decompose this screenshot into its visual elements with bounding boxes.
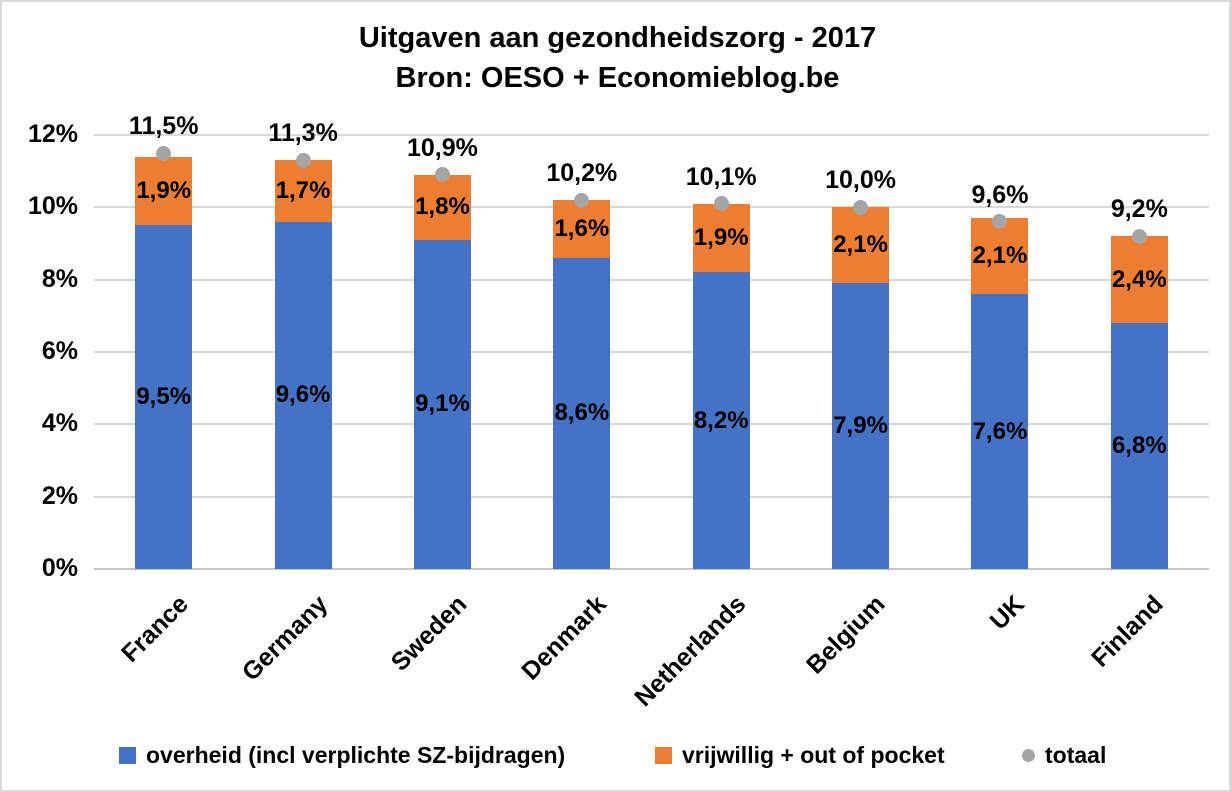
y-axis-tick-12%: 12% [27,120,78,148]
bar-vrijwillig-france [135,156,193,226]
x-axis-label-sweden: Sweden [385,590,473,677]
legend-item-totaal: totaal [1022,740,1106,770]
gridline-6% [94,351,1209,353]
chart-title-line1: Uitgaven aan gezondheidszorg - 2017 [358,22,877,54]
x-axis-label-belgium: Belgium [800,590,891,680]
x-axis-label-uk: UK [984,590,1030,636]
x-axis-label-denmark: Denmark [516,590,612,686]
data-label-overheid-france: 9,5% [136,383,192,411]
data-label-vrijwillig-netherlands: 1,9% [693,224,749,252]
chart-title-line2: Bron: OESO + Economieblog.be [395,62,840,94]
bar-vrijwillig-sweden [413,174,471,240]
gridline-8% [94,278,1209,281]
data-label-overheid-denmark: 8,6% [554,399,610,427]
data-label-vrijwillig-france: 1,9% [136,177,192,205]
x-axis-label-germany: Germany [236,590,333,687]
gridline-12% [94,134,1209,136]
totaal-marker-netherlands [713,196,729,212]
x-axis-label-france: France [115,590,194,668]
data-label-vrijwillig-sweden: 1,8% [415,193,470,221]
y-axis-tick-6%: 6% [41,337,78,365]
data-label-totaal-germany: 11,3% [268,119,338,148]
bar-vrijwillig-germany [274,160,332,222]
legend-item-overheid: overheid (incl verplichte SZ-bijdragen) [119,740,565,770]
data-label-overheid-netherlands: 8,2% [693,406,749,434]
legend-swatch-vrijwillig-square [655,746,672,764]
x-axis-label-netherlands: Netherlands [629,590,751,712]
bar-vrijwillig-uk [971,218,1029,295]
y-axis-tick-10%: 10% [27,192,78,221]
data-label-vrijwillig-germany: 1,7% [275,177,331,205]
data-label-totaal-france: 11,5% [128,112,199,141]
data-label-totaal-denmark: 10,2% [546,159,618,188]
data-label-totaal-belgium: 10,0% [825,166,896,195]
legend-label-vrijwillig: vrijwillig + out of pocket [682,741,945,768]
data-label-vrijwillig-denmark: 1,6% [554,215,610,243]
data-label-vrijwillig-belgium: 2,1% [833,231,888,259]
totaal-marker-finland [1131,228,1147,244]
bar-vrijwillig-netherlands [692,203,750,273]
legend-label-totaal: totaal [1045,741,1107,768]
chart-title: Uitgaven aan gezondheidszorg - 2017 Bron… [2,18,1229,98]
data-label-overheid-uk: 7,6% [972,417,1028,445]
bar-overheid-finland [1110,323,1168,569]
gridline-0% [94,568,1209,570]
bar-overheid-sweden [413,239,471,569]
bar-overheid-denmark [553,257,611,569]
bar-overheid-netherlands [692,272,750,569]
legend: overheid (incl verplichte SZ-bijdragen) … [2,740,1229,774]
gridline-2% [94,495,1209,498]
bar-vrijwillig-denmark [553,200,611,258]
totaal-marker-germany [295,152,311,168]
data-label-totaal-sweden: 10,9% [406,133,478,162]
y-axis-tick-4%: 4% [41,409,78,438]
bar-overheid-france [135,225,193,569]
gridline-4% [94,423,1209,426]
bar-vrijwillig-belgium [832,207,890,284]
data-label-overheid-belgium: 7,9% [833,412,888,440]
bar-vrijwillig-finland [1110,236,1168,324]
data-label-overheid-sweden: 9,1% [415,390,470,418]
data-label-overheid-germany: 9,6% [275,381,331,409]
legend-item-vrijwillig: vrijwillig + out of pocket [655,740,945,770]
data-label-vrijwillig-uk: 2,1% [972,242,1028,270]
data-label-totaal-finland: 9,2% [1110,195,1168,224]
totaal-marker-denmark [574,192,590,208]
bar-overheid-belgium [832,283,890,569]
totaal-marker-sweden [434,167,450,183]
bar-overheid-germany [274,221,332,569]
y-axis-tick-8%: 8% [41,264,78,293]
data-label-overheid-finland: 6,8% [1111,432,1167,460]
y-axis-tick-0%: 0% [41,554,78,582]
bar-overheid-uk [971,294,1029,569]
totaal-marker-france [156,145,172,161]
data-label-vrijwillig-finland: 2,4% [1111,265,1167,293]
gridline-10% [94,206,1209,209]
totaal-marker-belgium [853,199,869,215]
legend-label-overheid: overheid (incl verplichte SZ-bijdragen) [146,741,566,768]
totaal-marker-uk [992,214,1008,230]
data-label-totaal-netherlands: 10,1% [685,162,757,191]
legend-swatch-totaal-dot [1022,748,1035,762]
legend-swatch-overheid-square [119,746,136,764]
data-label-totaal-uk: 9,6% [971,180,1029,209]
x-axis-label-finland: Finland [1086,590,1170,673]
y-axis-tick-2%: 2% [41,481,78,510]
